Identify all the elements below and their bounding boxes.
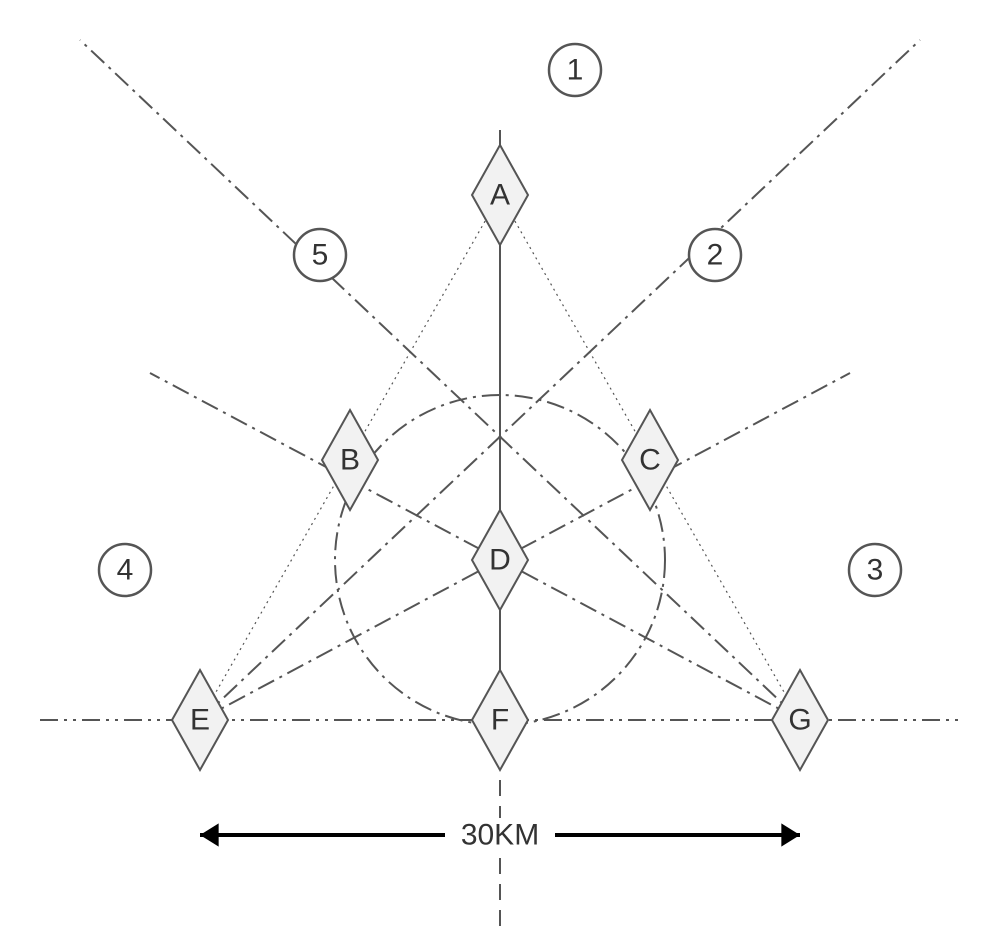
region-3: 3 — [849, 544, 901, 596]
node-label-C: C — [639, 444, 661, 477]
line-ed-out — [200, 373, 850, 720]
diagram-canvas: 1 2 3 4 5 A B C D E F G 30KM — [0, 0, 1000, 940]
node-A: A — [472, 145, 528, 245]
region-5: 5 — [294, 229, 346, 281]
region-label-1: 1 — [567, 54, 584, 87]
region-label-3: 3 — [867, 554, 884, 587]
node-label-G: G — [788, 704, 811, 737]
region-4: 4 — [99, 544, 151, 596]
node-F: F — [472, 670, 528, 770]
node-D: D — [472, 510, 528, 610]
node-B: B — [322, 410, 378, 510]
node-label-A: A — [490, 179, 510, 212]
line-gc-out — [80, 40, 800, 720]
region-label-4: 4 — [117, 554, 134, 587]
node-label-D: D — [489, 544, 511, 577]
node-label-F: F — [491, 704, 509, 737]
line-gd-out — [150, 373, 800, 720]
node-C: C — [622, 410, 678, 510]
line-eb-out — [200, 40, 920, 720]
region-2: 2 — [689, 229, 741, 281]
node-label-B: B — [340, 444, 360, 477]
region-label-5: 5 — [312, 239, 329, 272]
node-label-E: E — [190, 704, 210, 737]
region-1: 1 — [549, 44, 601, 96]
region-label-2: 2 — [707, 239, 724, 272]
scale-label: 30KM — [461, 819, 539, 852]
